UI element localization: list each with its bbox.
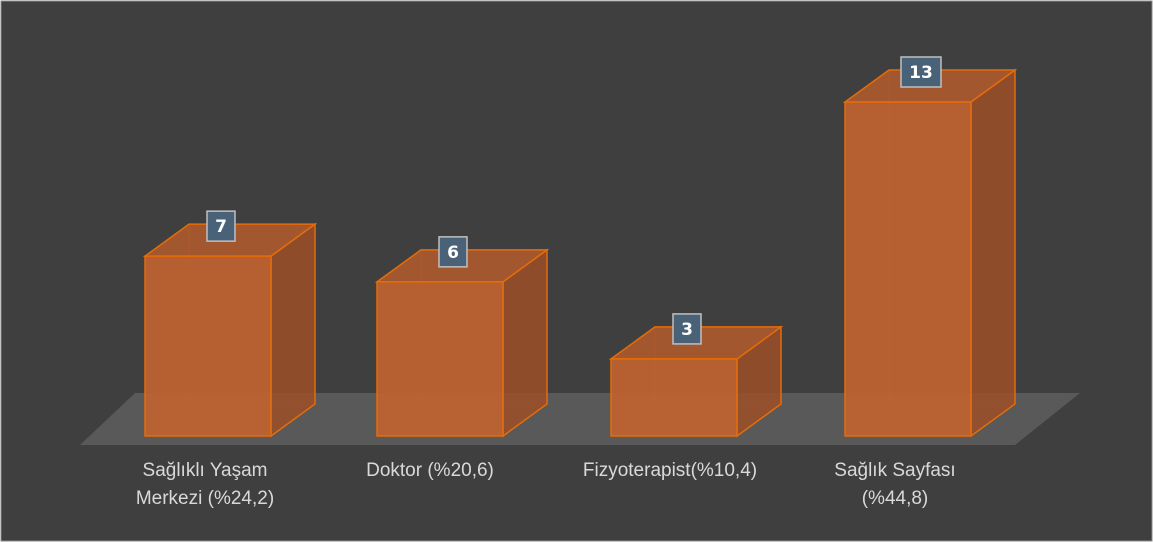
category-label: Sağlık Sayfası (%44,8) <box>834 460 955 509</box>
value-label-box <box>438 236 468 268</box>
bar-side-face <box>970 68 1016 438</box>
category-label: Sağlıklı Yaşam Merkezi (%24,2) <box>136 460 274 509</box>
bar-2: 6 <box>374 236 550 438</box>
bars-group: 7 6 3 13 <box>142 56 1018 438</box>
category-label-line: Merkezi (%24,2) <box>136 488 274 509</box>
category-label-line: Fizyoterapist(%10,4) <box>583 460 757 481</box>
category-label-line: Doktor (%20,6) <box>366 460 494 481</box>
value-label-box <box>900 56 942 88</box>
bar-front-face <box>610 358 738 437</box>
value-label: 13 <box>909 63 933 83</box>
bar-front-face <box>144 255 272 437</box>
bar-3: 3 <box>608 313 784 438</box>
category-label-line: Sağlık Sayfası <box>834 460 955 481</box>
bar-side-face <box>270 222 316 438</box>
value-label-box <box>206 210 236 242</box>
value-label: 3 <box>681 320 693 340</box>
bar-front-face <box>376 281 504 437</box>
value-label: 6 <box>447 243 459 263</box>
value-label-box <box>672 313 702 345</box>
category-labels-group: Sağlıklı Yaşam Merkezi (%24,2) Doktor (%20… <box>136 460 956 509</box>
chart-floor <box>80 393 1080 445</box>
value-label: 7 <box>215 217 227 237</box>
category-label-line: Sağlıklı Yaşam <box>143 460 268 481</box>
category-label-line: (%44,8) <box>862 488 929 509</box>
category-label: Doktor (%20,6) <box>366 460 494 481</box>
bar-4: 13 <box>842 56 1018 438</box>
bar-1: 7 <box>142 210 318 438</box>
bar-front-face <box>844 101 972 437</box>
category-label: Fizyoterapist(%10,4) <box>583 460 757 481</box>
